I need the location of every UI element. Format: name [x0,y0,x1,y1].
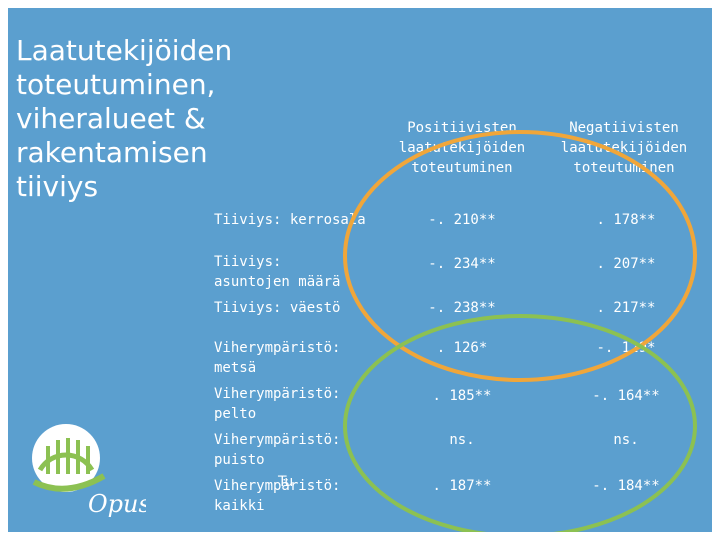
row-label-line: puisto [214,452,265,468]
cell-positive: -. 238** [428,300,496,316]
cell-negative: -. 129* [596,340,656,356]
row-label-line: pelto [214,406,257,422]
row-label-line: Viherympäristö: [214,432,341,448]
row-label-kaikki: Viherympäristö: kaikki [214,476,340,516]
cell-positive: -. 234** [428,256,496,272]
cell-positive: . 185** [432,388,492,404]
column-header-line: laatutekijöiden [398,140,526,156]
column-header-line: laatutekijöiden [560,140,688,156]
row-label-puisto: Viherympäristö: puisto [214,430,340,470]
column-header-line: Negatiivisten [569,120,679,136]
row-label-asuntojen-maara: Tiiviys: asuntojen määrä [214,252,340,292]
row-label-kerrosala: Tiiviys: kerrosala [214,210,366,230]
cell-positive: ns. [449,432,475,448]
row-label-line: asuntojen määrä [214,274,341,290]
opus-logo: Opus [32,424,146,518]
cell-positive: -. 210** [428,212,496,228]
cell-positive: . 187** [432,478,492,494]
row-label-line: Tiiviys: väestö [214,300,341,316]
cell-negative: . 178** [596,212,656,228]
slide: Laatutekijöiden toteutuminen, viheraluee… [8,8,712,532]
cell-negative: -. 184** [592,478,660,494]
row-label-line: Viherympäristö: [214,386,341,402]
row-label-vaesto: Tiiviys: väestö [214,298,340,318]
row-label-pelto: Viherympäristö: pelto [214,384,340,424]
row-label-line: Viherympäristö: [214,340,341,356]
cell-negative: . 217** [596,300,656,316]
column-header-negative: Negatiivisten laatutekijöiden toteutumin… [544,118,704,178]
title-line: tiiviys [16,170,99,203]
slide-title: Laatutekijöiden toteutuminen, viheraluee… [16,34,256,204]
cell-negative: -. 164** [592,388,660,404]
title-line: Laatutekijöiden [16,34,233,67]
row-label-line: Viherympäristö: [214,478,341,494]
row-label-line: metsä [214,360,257,376]
title-line: rakentamisen [16,136,208,169]
cell-positive: . 126* [436,340,488,356]
cell-negative: ns. [613,432,639,448]
column-header-positive: Positiivisten laatutekijöiden toteutumin… [382,118,542,178]
cell-negative: . 207** [596,256,656,272]
title-line: toteutuminen, [16,68,216,101]
column-header-line: toteutuminen [411,160,513,176]
row-label-line: Tiiviys: [214,254,282,270]
logo-text: Opus [88,490,146,518]
row-label-metsa: Viherympäristö: metsä [214,338,340,378]
title-line: viheralueet & [16,102,206,135]
overlap-fragment: Tu [278,474,294,490]
row-label-line: Tiiviys: kerrosala [214,212,366,228]
column-header-line: Positiivisten [407,120,517,136]
row-label-line: kaikki [214,498,265,514]
column-header-line: toteutuminen [573,160,675,176]
